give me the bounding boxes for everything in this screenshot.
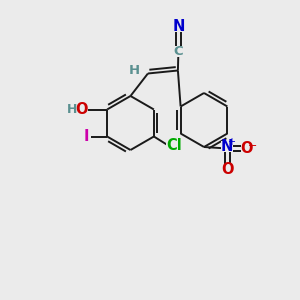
Text: H: H: [129, 64, 140, 77]
Text: N: N: [172, 19, 185, 34]
FancyBboxPatch shape: [166, 140, 182, 151]
Text: −: −: [248, 140, 258, 151]
Text: C: C: [174, 45, 183, 58]
FancyBboxPatch shape: [76, 104, 88, 115]
Text: O: O: [241, 141, 253, 156]
Text: O: O: [75, 102, 88, 117]
Text: H: H: [67, 103, 77, 116]
Text: N: N: [220, 139, 233, 154]
FancyBboxPatch shape: [241, 143, 253, 154]
Text: O: O: [221, 162, 234, 177]
Text: I: I: [83, 129, 89, 144]
FancyBboxPatch shape: [221, 164, 233, 175]
FancyBboxPatch shape: [81, 131, 91, 142]
Text: Cl: Cl: [166, 138, 182, 153]
FancyBboxPatch shape: [172, 46, 184, 57]
FancyBboxPatch shape: [171, 20, 186, 32]
FancyBboxPatch shape: [128, 65, 140, 76]
FancyBboxPatch shape: [220, 141, 232, 152]
FancyBboxPatch shape: [67, 104, 77, 115]
Text: +: +: [227, 137, 235, 147]
